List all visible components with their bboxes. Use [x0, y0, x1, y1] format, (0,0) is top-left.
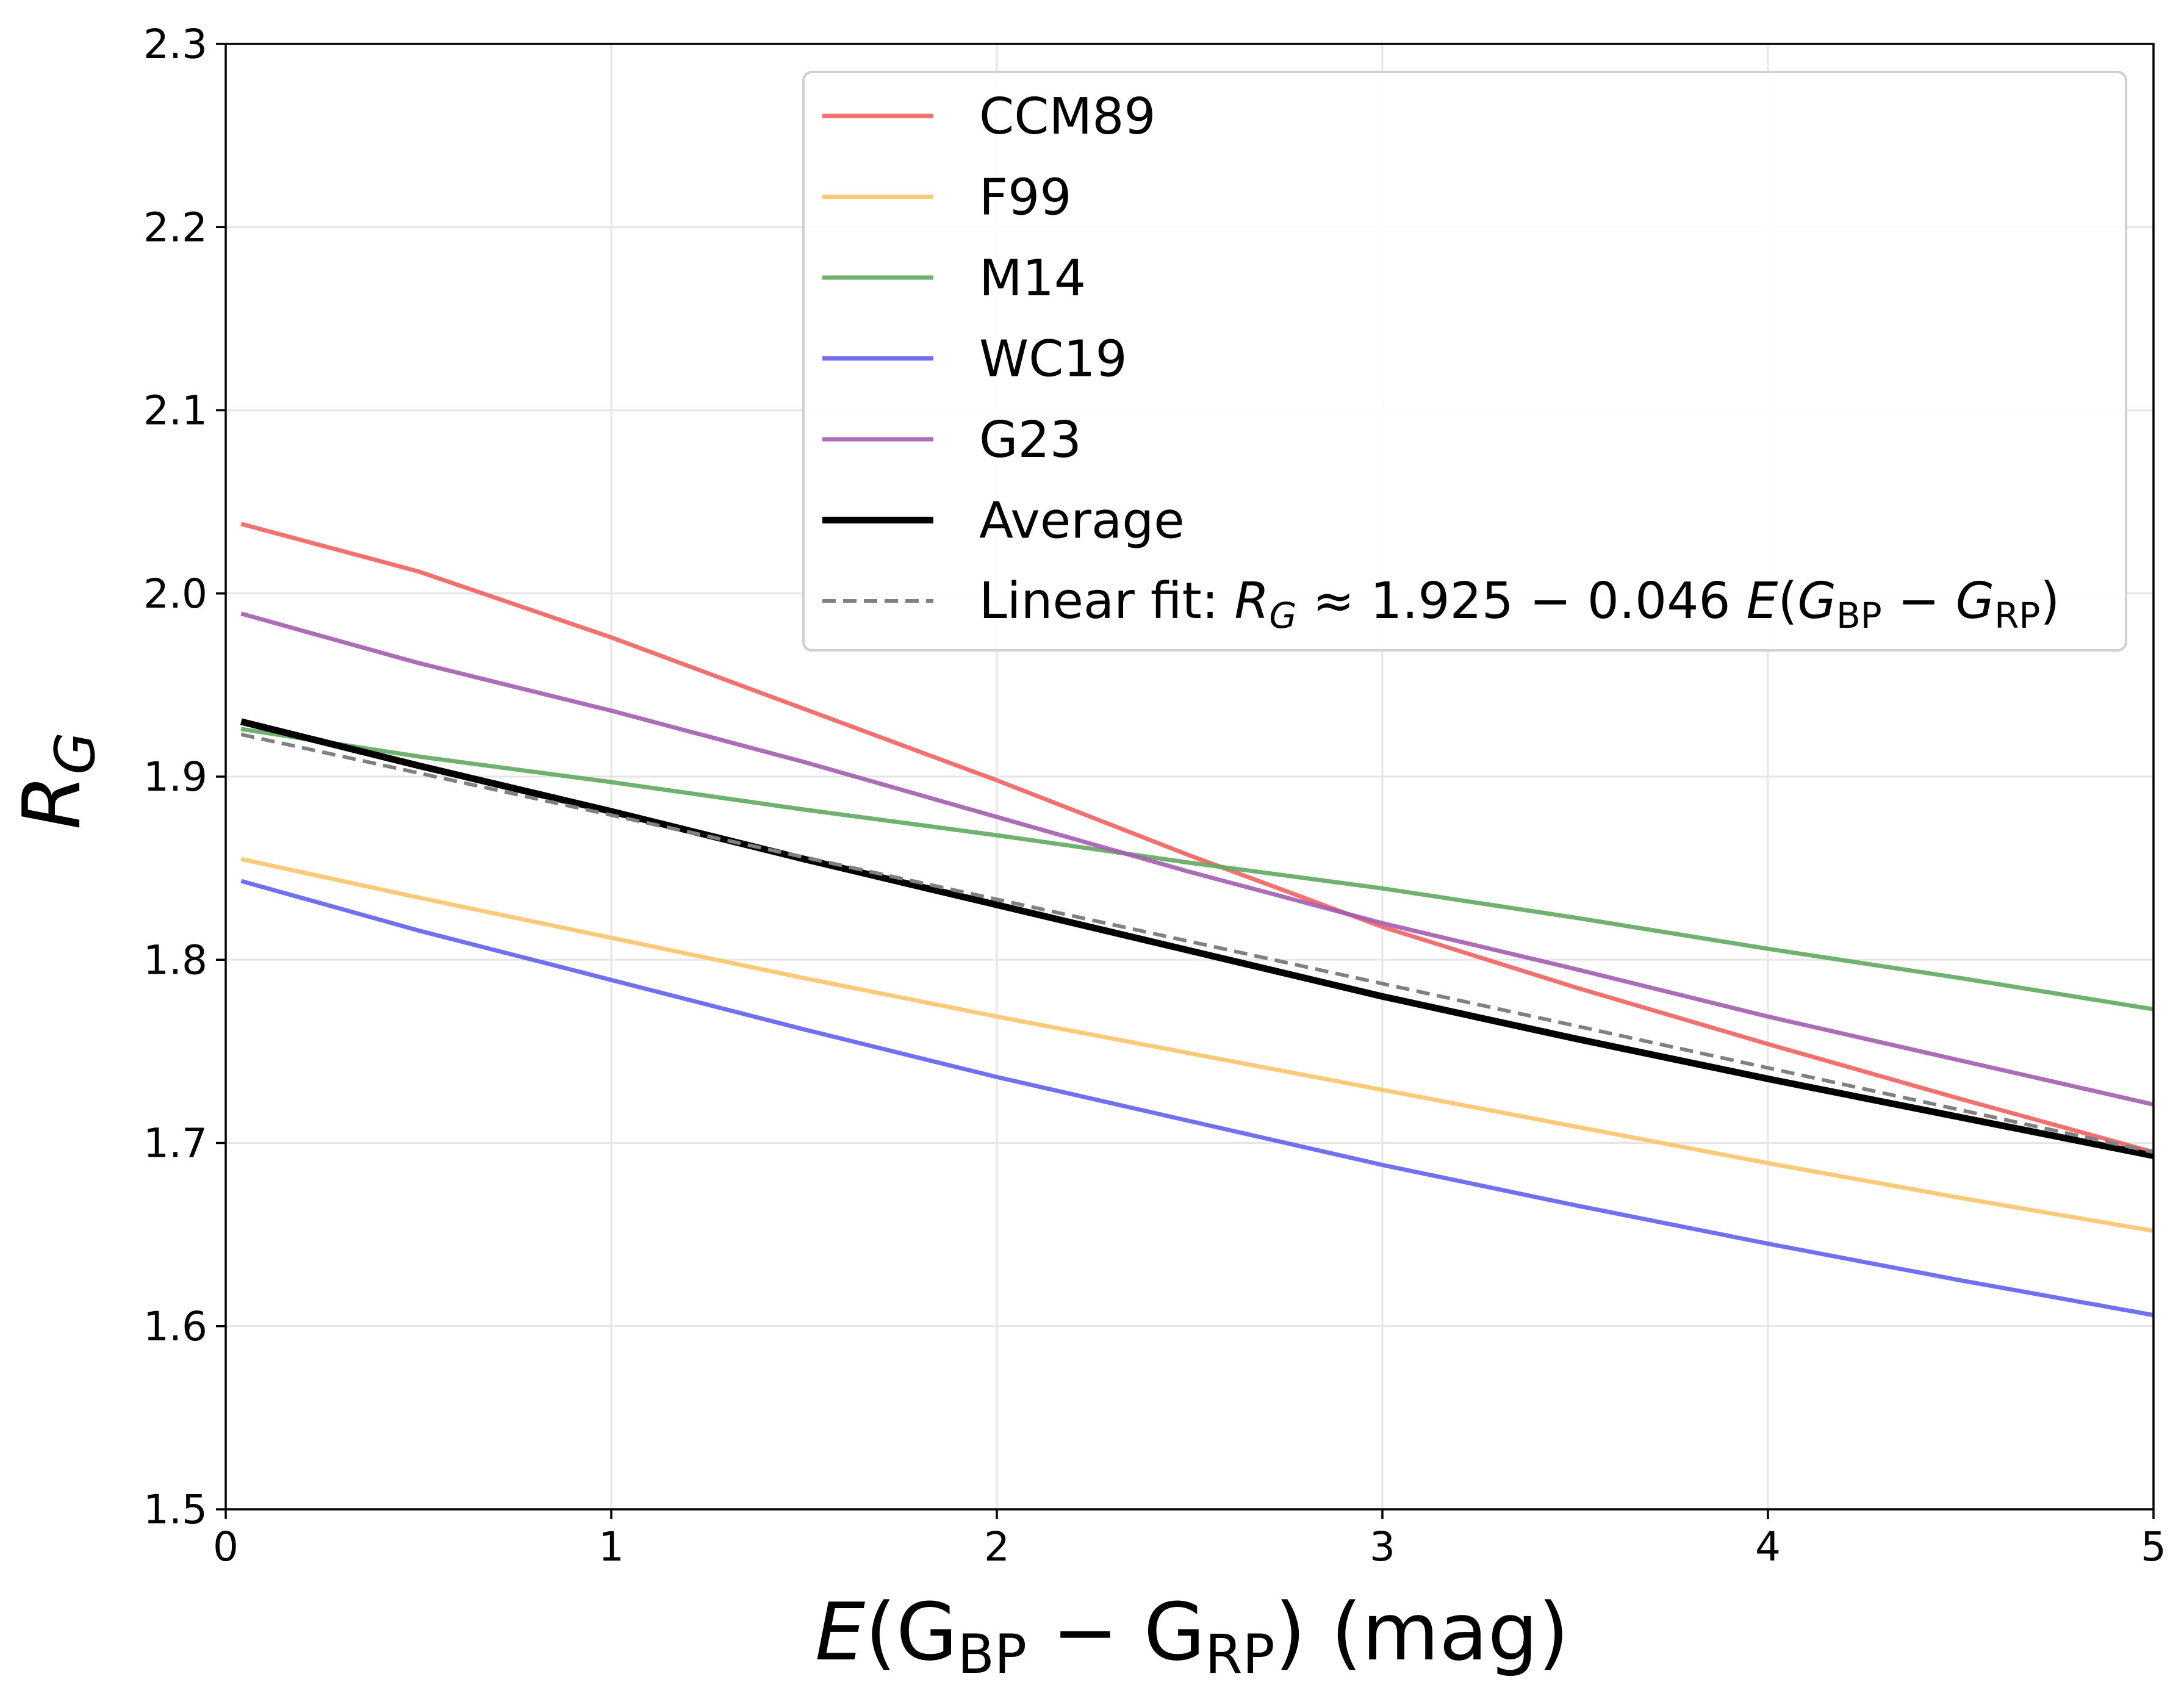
series-layer	[240, 522, 2155, 1318]
x-axis-title-minus: − G	[1027, 1586, 1205, 1678]
y-tick-label: 1.7	[143, 1120, 207, 1167]
x-axis-title-close: ) (mag)	[1275, 1586, 1569, 1678]
x-axis-title-E: E	[815, 1586, 865, 1678]
series-line-wc19	[240, 879, 2154, 1318]
y-axis-title-R: R	[5, 775, 98, 830]
y-axis-title-sub: G	[43, 732, 107, 775]
fit-R: R	[1234, 572, 1269, 630]
x-tick-label: 4	[1755, 1523, 1781, 1570]
legend-label-wc19: WC19	[979, 331, 1127, 389]
fit-E: E	[1747, 572, 1778, 630]
series-line-average	[240, 718, 2155, 1159]
legend-box	[802, 71, 2127, 652]
x-axis-title: E(GBP − GRP) (mag)	[815, 1586, 1569, 1686]
legend-entries: CCM89 F99 M14 WC19 G23 Average	[822, 88, 1185, 603]
legend-label-m14: M14	[979, 250, 1086, 307]
fit-G1: G	[1797, 572, 1836, 630]
y-tick-label: 1.8	[143, 936, 207, 983]
fit-close: )	[2040, 572, 2060, 630]
x-tick-label: 1	[598, 1523, 624, 1570]
series-line-f99	[240, 857, 2154, 1234]
x-tick-label: 5	[2141, 1523, 2166, 1570]
y-tick-label: 2.3	[143, 21, 207, 68]
series-line-linear-fit	[240, 732, 2154, 1154]
series-line-ccm89	[240, 522, 2154, 1154]
x-tick-label: 0	[213, 1523, 239, 1570]
legend-label-ccm89: CCM89	[979, 88, 1156, 146]
series-line-m14	[240, 727, 2154, 1011]
fit-sub-rp: RP	[1994, 595, 2040, 636]
fit-minus: −	[1882, 572, 1956, 630]
fit-mid: ≈ 1.925 − 0.046	[1296, 572, 1746, 630]
x-axis-title-open: (G	[865, 1586, 957, 1678]
ticks: 0 1 2 3 4 5 1.5 1.6 1.7 1.8 1.9 2.0 2.1 2.2 2.3	[143, 21, 2166, 1570]
fit-open: (	[1778, 572, 1797, 630]
series-line-g23	[240, 611, 2154, 1107]
legend-label-linear-fit: Linear fit: RG ≈ 1.925 − 0.046 E(GBP − G…	[979, 572, 2060, 636]
legend-label-average: Average	[979, 492, 1185, 550]
legend-label-g23: G23	[979, 411, 1082, 469]
y-tick-label: 1.9	[143, 753, 207, 800]
y-axis-title: RG	[5, 732, 107, 830]
x-axis-title-sub-bp: BP	[958, 1623, 1027, 1686]
x-tick-label: 3	[1370, 1523, 1395, 1570]
fit-pre: Linear fit:	[979, 572, 1234, 630]
fit-sub-bp: BP	[1836, 595, 1882, 636]
y-tick-label: 2.1	[143, 387, 207, 434]
x-axis-title-sub-rp: RP	[1205, 1623, 1274, 1686]
y-tick-label: 2.0	[143, 570, 207, 617]
legend-label-f99: F99	[979, 169, 1072, 227]
y-tick-label: 2.2	[143, 204, 207, 251]
fit-R-sub: G	[1269, 595, 1296, 636]
y-tick-label: 1.6	[143, 1303, 207, 1350]
x-tick-label: 2	[984, 1523, 1010, 1570]
y-tick-label: 1.5	[143, 1486, 207, 1533]
fit-G2: G	[1956, 572, 1995, 630]
